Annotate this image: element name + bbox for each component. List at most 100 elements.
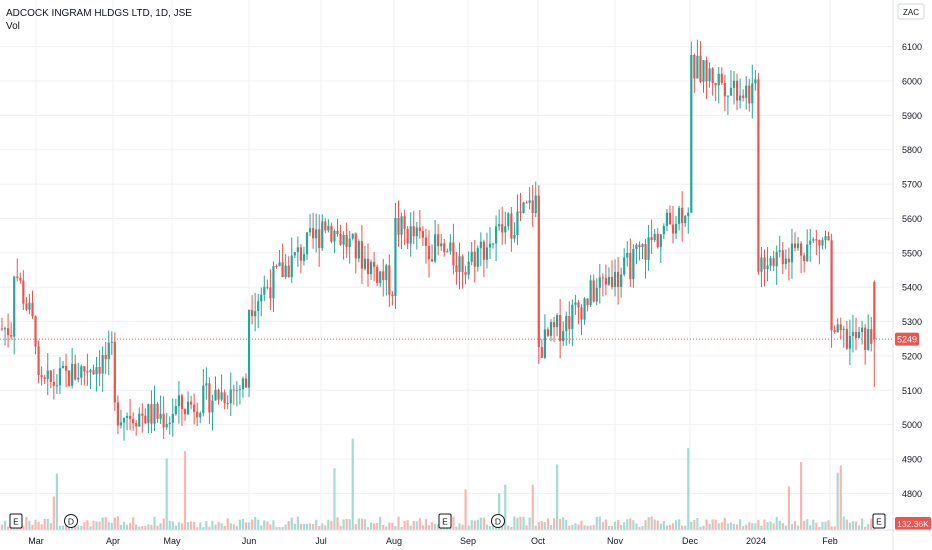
volume-bar: [800, 462, 803, 530]
candle-body: [647, 237, 650, 260]
volume-bar: [290, 517, 293, 530]
volume-label[interactable]: Vol: [6, 21, 20, 32]
event-marker-label: E: [876, 517, 882, 527]
candle-body: [412, 226, 415, 237]
candle-body: [437, 234, 440, 247]
candle-body: [504, 226, 507, 233]
candle-body: [278, 262, 281, 267]
volume-bar: [851, 521, 855, 530]
volume-bar: [519, 516, 522, 530]
volume-bar: [537, 522, 540, 530]
candle-body: [745, 85, 748, 98]
dividend-event-marker[interactable]: [491, 514, 505, 528]
candle-body: [699, 55, 702, 82]
dividend-event-marker[interactable]: [64, 514, 78, 528]
candle-body: [821, 240, 824, 246]
volume-bar: [461, 524, 464, 530]
volume-bar: [333, 468, 336, 530]
candle-body: [800, 243, 803, 256]
candle-body: [98, 367, 101, 374]
candle-body: [498, 224, 501, 227]
symbol-title[interactable]: ADCOCK INGRAM HLDGS LTD, 1D, JSE: [6, 8, 192, 19]
volume-bar: [821, 521, 824, 530]
volume-bar: [330, 520, 333, 530]
volume-bar: [674, 520, 678, 530]
volume-bar: [336, 517, 339, 530]
volume-bar: [626, 519, 629, 530]
candle-body: [129, 415, 132, 419]
candle-body: [77, 377, 80, 380]
candle-body: [470, 251, 473, 262]
volume-bar: [52, 496, 55, 530]
candle-body: [482, 241, 485, 260]
candle-body: [305, 232, 309, 255]
candle-body: [68, 370, 71, 386]
volume-bar: [864, 526, 867, 530]
volume-badge[interactable]: [895, 517, 931, 530]
currency-badge[interactable]: [897, 3, 925, 20]
candle-body: [52, 381, 55, 386]
candle-body: [864, 327, 867, 350]
candle-body: [369, 261, 373, 275]
last-price-badge[interactable]: [895, 332, 919, 346]
candle-body: [150, 404, 153, 424]
volume-bar: [571, 525, 574, 530]
volume-bar: [412, 521, 415, 530]
earnings-event-marker[interactable]: [872, 513, 886, 529]
volume-bar: [183, 451, 187, 530]
candle-body: [690, 54, 693, 213]
candle-body: [122, 417, 126, 423]
candle-body: [13, 276, 16, 337]
earnings-event-marker[interactable]: [438, 513, 452, 529]
candle-body: [537, 195, 540, 348]
candle-body: [806, 244, 809, 261]
volume-bar: [705, 519, 708, 530]
candle-body: [382, 271, 385, 281]
candle-body: [668, 212, 672, 225]
volume-bar: [546, 518, 550, 530]
volume-bar: [223, 526, 226, 530]
volume-bar: [238, 519, 241, 530]
volume-bar: [434, 523, 437, 530]
volume-bar: [693, 519, 696, 530]
volume-bar: [257, 519, 260, 530]
volume-bar: [202, 527, 205, 530]
volume-bar: [522, 516, 525, 530]
volume-bar: [28, 520, 31, 530]
volume-bar: [540, 520, 543, 530]
candle-body: [626, 252, 629, 258]
candle-body: [174, 406, 177, 415]
earnings-event-marker[interactable]: [9, 513, 23, 529]
volume-bar: [58, 525, 62, 530]
time-axis[interactable]: Mar Apr May Jun Jul Aug Sep Oct Nov Dec 2024 Feb: [0, 529, 932, 546]
volume-bar: [278, 527, 281, 530]
candle-body: [446, 251, 449, 253]
candle-body: [601, 277, 604, 279]
candle-body: [132, 418, 135, 424]
volume-bar: [135, 524, 138, 530]
volume-bar: [369, 522, 373, 530]
candle-body: [430, 259, 434, 262]
candle-body: [424, 237, 428, 246]
candle-body: [848, 335, 851, 349]
candle-body: [784, 258, 787, 265]
volume-bar: [382, 524, 385, 530]
candle-body: [702, 60, 705, 82]
volume-bar: [74, 523, 77, 530]
volume-bar: [49, 523, 52, 530]
volume-bar: [635, 523, 638, 530]
candle-body: [40, 375, 43, 378]
candle-body: [318, 229, 321, 249]
volume-bar: [366, 527, 370, 530]
volume-bar: [217, 521, 220, 530]
candle-body: [562, 331, 565, 342]
candle-body: [449, 242, 452, 252]
candle-body: [348, 238, 351, 248]
candle-body: [22, 280, 25, 304]
candle-body: [260, 294, 263, 302]
candle-body: [796, 243, 800, 248]
volume-bar: [528, 517, 531, 530]
